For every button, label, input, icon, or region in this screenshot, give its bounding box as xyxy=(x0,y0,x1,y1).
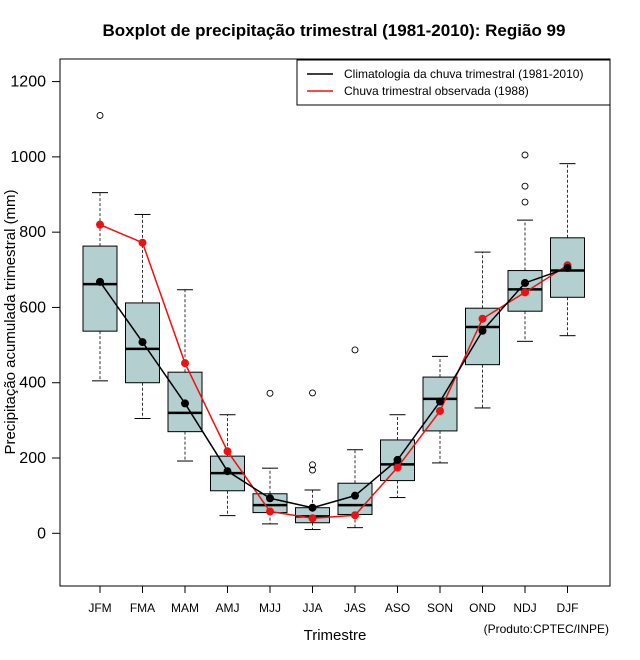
series-point-climatology xyxy=(266,494,274,503)
series-line-climatology xyxy=(99,267,568,509)
y-tick-label: 400 xyxy=(19,375,46,392)
series-point-observed xyxy=(181,359,189,368)
series-point-climatology xyxy=(521,278,529,287)
outlier-point xyxy=(521,182,529,190)
x-tick-label-jja: JJA xyxy=(302,601,322,615)
credit-text: (Produto:CPTEC/INPE) xyxy=(484,622,609,636)
series-point-climatology xyxy=(563,263,572,272)
series-point-observed xyxy=(436,406,444,415)
series-point-observed xyxy=(138,238,147,247)
series-point-observed xyxy=(266,507,274,516)
y-tick-label: 0 xyxy=(37,525,46,542)
series-point-observed xyxy=(521,288,529,297)
box-jfm xyxy=(82,112,118,382)
series-climatology xyxy=(96,263,572,512)
box-jas xyxy=(337,346,373,529)
series-point-climatology xyxy=(478,326,487,335)
series-point-climatology xyxy=(393,455,402,464)
series-point-climatology xyxy=(138,338,147,347)
chart-title: Boxplot de precipitação trimestral (1981… xyxy=(103,21,566,40)
box-mam xyxy=(167,289,203,462)
x-axis: JFM FMA MAM AMJ MJJ JJA JAS ASO SON OND NDJ DJF xyxy=(88,585,579,615)
series-observed xyxy=(96,220,572,523)
x-axis-label: Trimestre xyxy=(304,627,367,644)
y-axis: 0 200 400 600 800 1000 1200 xyxy=(10,74,61,542)
iqr-box xyxy=(82,245,118,332)
x-tick-label-jas: JAS xyxy=(344,601,366,615)
x-tick-label-mam: MAM xyxy=(171,601,199,615)
outlier-point xyxy=(309,389,316,397)
box-djf xyxy=(550,163,585,337)
series-point-climatology xyxy=(436,397,444,406)
boxes-group xyxy=(82,112,585,531)
x-tick-label-mjj: MJJ xyxy=(259,601,281,615)
series-group xyxy=(96,220,572,523)
series-point-observed xyxy=(223,447,232,456)
x-tick-label-amj: AMJ xyxy=(216,601,240,615)
box-mjj xyxy=(252,389,288,525)
x-tick-label-fma: FMA xyxy=(130,601,155,615)
y-tick-label: 1200 xyxy=(10,74,46,91)
x-tick-label-aso: ASO xyxy=(385,601,410,615)
x-tick-label-ond: OND xyxy=(469,601,496,615)
x-tick-label-jfm: JFM xyxy=(88,601,111,615)
outlier-point xyxy=(309,466,316,474)
y-tick-label: 600 xyxy=(19,299,46,316)
series-point-observed xyxy=(351,511,359,520)
y-tick-label: 1000 xyxy=(10,149,46,166)
outlier-point xyxy=(96,112,104,119)
series-point-observed xyxy=(96,220,104,229)
series-point-observed xyxy=(393,463,402,472)
y-axis-label: Precipitação acumulada trimestral (mm) xyxy=(2,189,19,454)
legend-label-observed: Chuva trimestral observada (1988) xyxy=(344,84,529,98)
series-line-observed xyxy=(99,223,568,519)
outlier-point xyxy=(309,461,316,469)
legend-box xyxy=(296,59,611,106)
series-point-climatology xyxy=(308,503,317,512)
series-point-climatology xyxy=(181,399,189,408)
legend: Climatologia da chuva trimestral (1981-2… xyxy=(296,59,611,106)
y-tick-label: 200 xyxy=(19,450,46,467)
y-tick-label: 800 xyxy=(19,224,46,241)
outlier-point xyxy=(351,346,359,354)
legend-label-climatology: Climatologia da chuva trimestral (1981-2… xyxy=(344,67,583,81)
series-point-climatology xyxy=(351,491,359,500)
x-tick-label-son: SON xyxy=(427,601,453,615)
outlier-point xyxy=(521,151,529,159)
series-point-climatology xyxy=(223,467,232,476)
series-point-observed xyxy=(308,514,317,523)
box-amj xyxy=(210,414,245,517)
outlier-point xyxy=(266,389,274,397)
box-fma xyxy=(125,213,160,419)
x-tick-label-ndj: NDJ xyxy=(513,601,536,615)
series-point-climatology xyxy=(96,277,104,286)
x-tick-label-djf: DJF xyxy=(557,601,579,615)
outlier-point xyxy=(521,198,529,206)
box-ndj xyxy=(507,151,543,342)
series-point-observed xyxy=(478,314,487,323)
